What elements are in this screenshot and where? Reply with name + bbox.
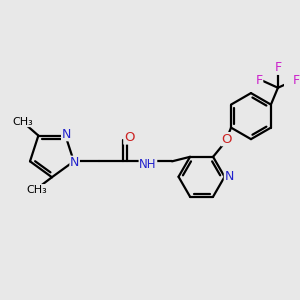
Text: N: N: [70, 156, 79, 169]
Text: CH₃: CH₃: [13, 116, 33, 127]
Text: N: N: [61, 128, 71, 141]
Text: O: O: [221, 133, 232, 146]
Text: F: F: [274, 61, 281, 74]
Text: F: F: [256, 74, 263, 87]
Text: NH: NH: [139, 158, 157, 172]
Text: F: F: [293, 74, 300, 87]
Text: N: N: [224, 170, 234, 183]
Text: O: O: [124, 131, 134, 144]
Text: CH₃: CH₃: [26, 184, 47, 195]
